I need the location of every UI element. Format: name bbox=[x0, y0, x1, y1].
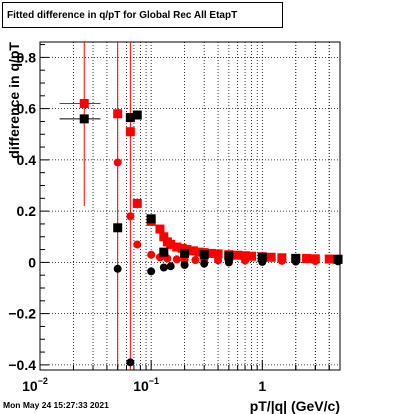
chart-title: Fitted difference in q/pT for Global Rec… bbox=[2, 2, 283, 28]
data-series bbox=[59, 42, 343, 370]
y-tick-label: 0.6 bbox=[17, 101, 37, 117]
data-point-circle bbox=[113, 158, 122, 167]
y-tick-label: −0.4 bbox=[8, 357, 36, 373]
data-point-square bbox=[159, 247, 169, 257]
data-point-circle bbox=[172, 255, 181, 264]
data-point-square bbox=[180, 248, 190, 258]
data-point-circle bbox=[126, 358, 135, 367]
data-point-circle bbox=[214, 256, 223, 265]
data-point-square bbox=[224, 251, 234, 261]
data-point-square bbox=[132, 110, 142, 120]
y-tick-label: 0.4 bbox=[17, 152, 37, 168]
data-point-square bbox=[113, 223, 123, 233]
data-point-square bbox=[166, 239, 176, 249]
data-point-circle bbox=[277, 256, 286, 265]
data-point-square bbox=[207, 248, 217, 258]
footer-timestamp: Mon May 24 15:27:33 2021 bbox=[3, 400, 109, 410]
y-tick-label: 0 bbox=[28, 254, 36, 270]
x-tick-label: 10−2 bbox=[22, 376, 48, 394]
y-axis-label: difference in q/pT bbox=[6, 42, 22, 159]
data-point-square bbox=[213, 249, 223, 259]
data-point-square bbox=[302, 254, 312, 264]
data-point-circle bbox=[147, 267, 156, 276]
data-point-circle bbox=[126, 212, 135, 221]
axes: −0.4 −0.2 0 0.2 0.4 0.6 0.8 10−2 10−1 1 pT/|q| (Ge… bbox=[6, 42, 340, 414]
data-point-square bbox=[324, 254, 334, 264]
data-point-square bbox=[159, 232, 169, 242]
data-point-square bbox=[125, 127, 135, 137]
data-point-circle bbox=[133, 240, 142, 249]
data-point-square bbox=[79, 114, 89, 124]
data-point-circle bbox=[159, 263, 168, 272]
data-point-circle bbox=[180, 260, 189, 269]
data-point-square bbox=[172, 242, 182, 252]
data-point-square bbox=[155, 224, 165, 234]
grid-lines bbox=[39, 41, 341, 371]
x-tick-label: 1 bbox=[258, 378, 266, 394]
data-point-square bbox=[188, 246, 198, 256]
data-point-square bbox=[199, 250, 209, 260]
data-point-square bbox=[233, 250, 243, 260]
data-point-circle bbox=[311, 257, 320, 266]
data-point-square bbox=[125, 113, 135, 123]
x-axis-label: pT/|q| (GeV/c) bbox=[250, 398, 340, 414]
data-point-square bbox=[79, 99, 89, 108]
data-point-circle bbox=[258, 257, 267, 266]
data-point-square bbox=[177, 243, 187, 253]
data-point-circle bbox=[113, 264, 122, 273]
data-point-circle bbox=[334, 257, 343, 266]
data-point-circle bbox=[224, 258, 233, 267]
data-point-square bbox=[247, 251, 257, 261]
data-point-square bbox=[240, 251, 250, 261]
data-point-square bbox=[194, 247, 204, 257]
data-point-circle bbox=[166, 262, 175, 271]
data-point-square bbox=[266, 252, 276, 262]
data-point-square bbox=[146, 214, 156, 224]
plot-frame bbox=[39, 41, 341, 371]
y-tick-label: 0.2 bbox=[17, 203, 37, 219]
x-tick-label: 10−1 bbox=[133, 376, 159, 394]
data-point-circle bbox=[200, 259, 209, 268]
data-point-square bbox=[132, 198, 142, 208]
data-point-square bbox=[113, 109, 123, 119]
y-tick-label: −0.2 bbox=[8, 306, 36, 322]
data-point-circle bbox=[291, 257, 300, 266]
y-tick-label: 0.8 bbox=[17, 49, 37, 65]
data-point-circle bbox=[241, 256, 250, 265]
data-point-square bbox=[257, 252, 267, 262]
data-point-circle bbox=[191, 256, 200, 265]
data-point-circle bbox=[147, 250, 156, 259]
